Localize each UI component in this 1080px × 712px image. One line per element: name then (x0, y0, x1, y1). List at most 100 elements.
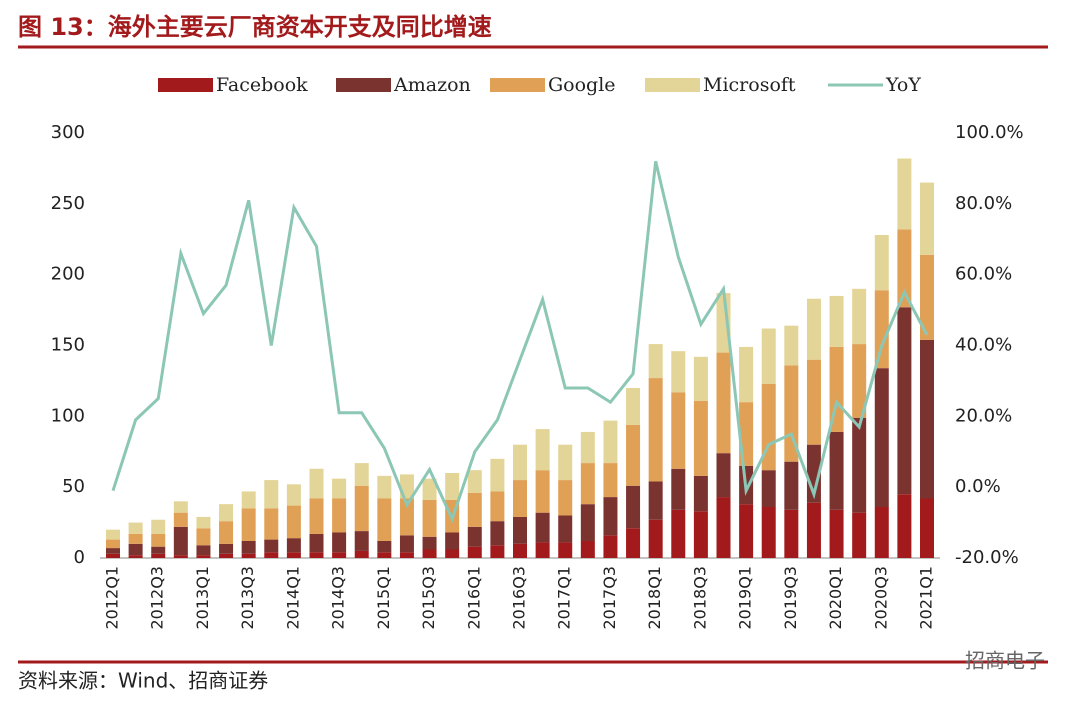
bar-segment (806, 359, 821, 445)
bar-segment (354, 550, 369, 558)
x-tick-label: 2015Q3 (419, 566, 438, 630)
bar-segment (467, 526, 482, 547)
bar-segment (377, 475, 392, 499)
x-tick-label: 2019Q1 (736, 566, 755, 630)
bar-segment (558, 444, 573, 481)
bar-segment (106, 539, 120, 549)
bar-segment (173, 501, 188, 513)
bar-segment (920, 254, 934, 340)
y2-tick-label: 100.0% (955, 122, 1024, 143)
bar-segment (106, 548, 120, 554)
bar-segment (761, 328, 776, 384)
bar-segment (648, 378, 663, 482)
bar-segment (128, 543, 143, 556)
bar-segment (377, 541, 392, 553)
bar-segment (286, 505, 301, 539)
bar-segment (196, 528, 211, 546)
bar-segment (806, 298, 821, 360)
y-tick-label: 50 (62, 476, 85, 497)
bar-segment (490, 458, 505, 492)
bar-segment (535, 429, 550, 471)
bar-segment (580, 541, 595, 558)
bar-segment (874, 368, 889, 507)
bar-segment (264, 508, 279, 540)
bar-segment (558, 515, 573, 543)
bar-segment (467, 492, 482, 527)
bar-segment (852, 417, 867, 513)
bar-segment (422, 478, 437, 500)
bar-segment (671, 468, 686, 510)
x-tick-label: 2018Q3 (690, 566, 709, 630)
watermark: 招商电子 (965, 649, 1045, 673)
bar-segment (603, 420, 618, 464)
yoy-line (111, 160, 929, 524)
bar-segment (309, 533, 324, 553)
bar-segment (106, 553, 120, 558)
x-tick-label: 2013Q1 (193, 566, 212, 630)
bar-segment (761, 470, 776, 507)
bar-segment (874, 290, 889, 369)
bar-segment (354, 463, 369, 486)
x-tick-label: 2012Q3 (148, 566, 167, 630)
bar-segment (716, 352, 731, 454)
legend-swatch (645, 78, 700, 92)
bar-segment (920, 339, 934, 499)
bar-segment (829, 295, 844, 347)
bar-segment (580, 463, 595, 505)
y2-tick-label: 40.0% (955, 335, 1012, 356)
bar-segment (852, 288, 867, 345)
legend-label: YoY (885, 74, 921, 96)
x-tick-label: 2021Q1 (917, 566, 936, 630)
bar-segment (829, 509, 844, 558)
bar-segment (558, 480, 573, 516)
bar-segment (693, 400, 708, 476)
y2-tick-label: 0.0% (955, 476, 1001, 497)
bar-segment (603, 535, 618, 558)
bar-segment (151, 546, 166, 554)
bar-segment (196, 516, 211, 529)
x-tick-label: 2014Q1 (283, 566, 302, 630)
x-tick-label: 2018Q1 (645, 566, 664, 630)
bar-segment (399, 535, 414, 553)
x-tick-label: 2017Q1 (555, 566, 574, 630)
bar-segment (897, 229, 912, 308)
bar-segment (128, 555, 143, 558)
bar-segment (784, 461, 799, 510)
bar-segment (558, 542, 573, 558)
bar-segment (739, 346, 754, 403)
bar-segment (874, 235, 889, 291)
x-tick-label: 2019Q3 (781, 566, 800, 630)
bar-segment (580, 431, 595, 464)
bar-segment (580, 504, 595, 541)
bar-segment (219, 504, 234, 522)
bar-segment (716, 497, 731, 558)
source: 资料来源：Wind、招商证券 (18, 669, 268, 693)
bar-segment (490, 521, 505, 546)
bar-segment (377, 498, 392, 541)
bar-segment (693, 475, 708, 512)
bar-segment (467, 546, 482, 558)
bar-segment (399, 498, 414, 536)
y2-tick-label: 80.0% (955, 193, 1012, 214)
bar-segment (671, 392, 686, 469)
bar-segment (196, 555, 211, 558)
bar-segment (219, 553, 234, 558)
bar-segment (332, 498, 347, 533)
bar-segment (241, 541, 256, 554)
y-tick-label: 100 (51, 405, 85, 426)
bar-segment (106, 529, 120, 540)
bar-segment (241, 491, 256, 509)
bar-segment (784, 509, 799, 558)
bar-segment (399, 552, 414, 558)
bar-segment (309, 552, 324, 558)
legend-swatch (158, 78, 213, 92)
bar-segment (784, 325, 799, 366)
bar-segment (626, 424, 641, 486)
bar-segment (151, 553, 166, 558)
chart-title: 图 13：海外主要云厂商资本开支及同比增速 (18, 13, 492, 41)
bar-segment (806, 502, 821, 558)
bar-segment (626, 388, 641, 425)
bar-segment (739, 504, 754, 558)
bar-segment (332, 532, 347, 553)
